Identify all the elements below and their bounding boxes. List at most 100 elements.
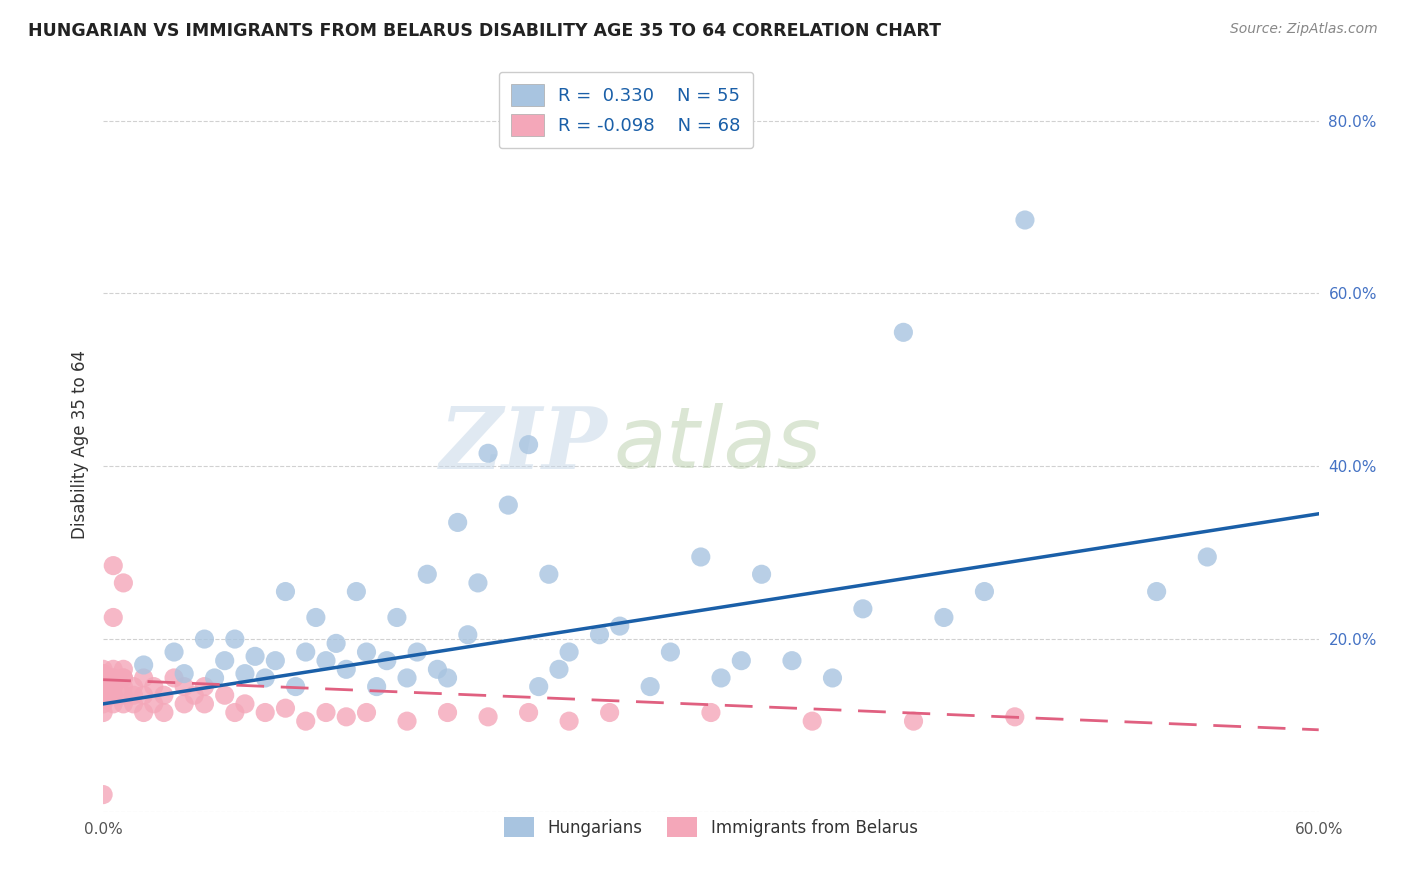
Point: [132, 671, 155, 685]
Point: [112, 575, 135, 590]
Point: [284, 680, 307, 694]
Point: [142, 697, 165, 711]
Point: [1014, 213, 1036, 227]
Point: [103, 662, 125, 676]
Point: [91, 692, 114, 706]
Point: [103, 680, 125, 694]
Point: [112, 671, 135, 685]
Point: [395, 714, 418, 728]
Point: [689, 549, 711, 564]
Point: [477, 446, 499, 460]
Point: [103, 688, 125, 702]
Point: [305, 610, 328, 624]
Point: [173, 680, 195, 694]
Point: [264, 654, 287, 668]
Point: [537, 567, 560, 582]
Point: [163, 671, 186, 685]
Point: [274, 701, 297, 715]
Point: [214, 688, 236, 702]
Point: [132, 688, 155, 702]
Point: [294, 645, 316, 659]
Point: [91, 680, 114, 694]
Point: [103, 680, 125, 694]
Point: [801, 714, 824, 728]
Point: [385, 610, 408, 624]
Point: [335, 662, 357, 676]
Point: [659, 645, 682, 659]
Point: [447, 516, 470, 530]
Point: [103, 671, 125, 685]
Point: [821, 671, 844, 685]
Point: [193, 680, 215, 694]
Point: [132, 706, 155, 720]
Point: [112, 697, 135, 711]
Point: [173, 697, 195, 711]
Point: [233, 697, 256, 711]
Point: [274, 584, 297, 599]
Point: [751, 567, 773, 582]
Point: [103, 610, 125, 624]
Point: [163, 645, 186, 659]
Point: [973, 584, 995, 599]
Point: [91, 684, 114, 698]
Text: Source: ZipAtlas.com: Source: ZipAtlas.com: [1230, 22, 1378, 37]
Point: [558, 645, 581, 659]
Point: [91, 680, 114, 694]
Point: [609, 619, 631, 633]
Point: [932, 610, 955, 624]
Point: [122, 688, 145, 702]
Text: HUNGARIAN VS IMMIGRANTS FROM BELARUS DISABILITY AGE 35 TO 64 CORRELATION CHART: HUNGARIAN VS IMMIGRANTS FROM BELARUS DIS…: [28, 22, 941, 40]
Point: [335, 710, 357, 724]
Point: [467, 575, 489, 590]
Point: [193, 632, 215, 646]
Point: [224, 706, 246, 720]
Point: [103, 697, 125, 711]
Point: [893, 326, 915, 340]
Point: [91, 688, 114, 702]
Point: [91, 671, 114, 685]
Text: atlas: atlas: [613, 403, 821, 486]
Point: [903, 714, 925, 728]
Point: [517, 437, 540, 451]
Point: [91, 697, 114, 711]
Point: [254, 706, 277, 720]
Point: [91, 666, 114, 681]
Point: [214, 654, 236, 668]
Point: [436, 706, 458, 720]
Point: [638, 680, 661, 694]
Point: [366, 680, 388, 694]
Text: ZIP: ZIP: [440, 403, 607, 486]
Point: [91, 671, 114, 685]
Point: [852, 602, 875, 616]
Point: [243, 649, 266, 664]
Point: [730, 654, 752, 668]
Point: [193, 697, 215, 711]
Point: [91, 688, 114, 702]
Y-axis label: Disability Age 35 to 64: Disability Age 35 to 64: [72, 351, 89, 539]
Legend: Hungarians, Immigrants from Belarus: Hungarians, Immigrants from Belarus: [498, 810, 924, 844]
Point: [153, 706, 176, 720]
Point: [315, 654, 337, 668]
Point: [477, 710, 499, 724]
Point: [344, 584, 367, 599]
Point: [457, 628, 479, 642]
Point: [700, 706, 723, 720]
Point: [406, 645, 429, 659]
Point: [356, 706, 378, 720]
Point: [710, 671, 733, 685]
Point: [91, 675, 114, 690]
Point: [183, 688, 205, 702]
Point: [416, 567, 439, 582]
Point: [122, 680, 145, 694]
Point: [224, 632, 246, 646]
Point: [173, 666, 195, 681]
Point: [132, 658, 155, 673]
Point: [254, 671, 277, 685]
Point: [153, 688, 176, 702]
Point: [780, 654, 803, 668]
Point: [1146, 584, 1168, 599]
Point: [375, 654, 398, 668]
Point: [436, 671, 458, 685]
Point: [426, 662, 449, 676]
Point: [103, 671, 125, 685]
